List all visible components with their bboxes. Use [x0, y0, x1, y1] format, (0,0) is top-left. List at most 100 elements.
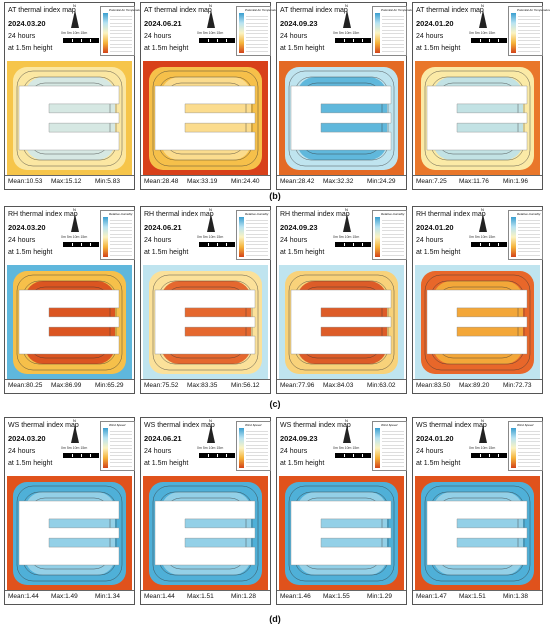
- panel-header: RH thermal index map 2024.09.23 24 hours at…: [277, 207, 407, 265]
- legend-tick-lines: [110, 13, 132, 53]
- legend-tick-lines: [246, 428, 268, 468]
- north-label: N: [345, 207, 348, 212]
- min-value: Min:1.38: [503, 593, 528, 600]
- stats-bar: Mean:7.25 Max:11.76 Min:1.96: [413, 175, 542, 189]
- map-title: WS thermal index map: [416, 422, 487, 429]
- min-value: Min:24.29: [367, 178, 396, 185]
- map-date: 2024.09.23: [280, 434, 318, 443]
- stats-bar: Mean:83.50 Max:89.20 Min:72.73: [413, 379, 542, 393]
- map-date: 2024.01.20: [416, 19, 454, 28]
- scale-label: 0m 5m 10m 15m: [333, 235, 360, 239]
- map-height: at 1.5m height: [416, 460, 461, 467]
- map-panel: AT thermal index map 2024.03.20 24 hours at…: [4, 2, 143, 190]
- legend-color-ramp: [511, 428, 516, 468]
- max-value: Max:1.55: [323, 593, 350, 600]
- legend-color-ramp: [103, 428, 108, 468]
- mean-value: Mean:1.47: [416, 593, 447, 600]
- map-date: 2024.03.20: [8, 434, 46, 443]
- north-arrow-icon: [207, 214, 215, 232]
- map-date: 2024.01.20: [416, 434, 454, 443]
- building-footprint: [290, 500, 392, 566]
- stats-bar: Mean:1.47 Max:1.51 Min:1.38: [413, 590, 542, 604]
- scale-bar: [471, 38, 507, 43]
- building-footprint: [154, 289, 256, 355]
- thermal-map: [143, 265, 268, 380]
- map-panel: WS thermal index map 2024.09.23 24 hours at…: [276, 417, 407, 605]
- stats-bar: Mean:28.48 Max:33.19 Min:24.40: [141, 175, 270, 189]
- map-height: at 1.5m height: [144, 45, 189, 52]
- panel-header: RH thermal index map 2024.01.20 24 hours at…: [413, 207, 543, 265]
- map-date: 2024.03.20: [8, 223, 46, 232]
- stats-bar: Mean:1.46 Max:1.55 Min:1.29: [277, 590, 406, 604]
- map-date: 2024.09.23: [280, 19, 318, 28]
- legend-color-ramp: [239, 217, 244, 257]
- mean-value: Mean:28.42: [280, 178, 315, 185]
- map-title: AT thermal index map: [280, 7, 348, 14]
- map-panel: WS thermal index map 2024.03.20 24 hours at…: [4, 417, 135, 605]
- min-value: Min:56.12: [231, 382, 260, 389]
- map-panel: AT thermal index map 2024.09.23 24 hours at…: [276, 2, 415, 190]
- map-height: at 1.5m height: [280, 249, 325, 256]
- legend-title: Relative Humidity: [381, 212, 405, 216]
- building-footprint: [154, 85, 256, 151]
- max-value: Max:89.20: [459, 382, 490, 389]
- min-value: Min:1.34: [95, 593, 120, 600]
- section-label: (d): [269, 614, 281, 624]
- stats-bar: Mean:77.96 Max:84.03 Min:63.02: [277, 379, 406, 393]
- max-value: Max:11.76: [459, 178, 489, 185]
- north-label: N: [209, 3, 212, 8]
- map-duration: 24 hours: [144, 33, 172, 40]
- map-duration: 24 hours: [280, 237, 308, 244]
- scale-label: 0m 5m 10m 15m: [197, 31, 224, 35]
- map-title: RH thermal index map: [144, 211, 214, 218]
- color-legend: Potential Air Temperature: [236, 6, 279, 56]
- map-height: at 1.5m height: [144, 249, 189, 256]
- map-panel: RH thermal index map 2024.01.20 24 hours at…: [412, 206, 543, 394]
- color-legend: Wind Speed: [372, 421, 407, 471]
- legend-color-ramp: [375, 13, 380, 53]
- map-panel: AT thermal index map 2024.01.20 24 hours at…: [412, 2, 550, 190]
- stats-bar: Mean:28.42 Max:32.32 Min:24.29: [277, 175, 406, 189]
- section-label: (c): [269, 399, 281, 409]
- map-date: 2024.09.23: [280, 223, 318, 232]
- contour-line: [16, 485, 123, 582]
- contour-line: [152, 274, 259, 371]
- map-title: WS thermal index map: [8, 422, 79, 429]
- scale-bar: [63, 453, 99, 458]
- thermal-map: [143, 61, 268, 176]
- legend-title: Potential Air Temperature: [109, 8, 143, 12]
- map-duration: 24 hours: [280, 33, 308, 40]
- max-value: Max:84.03: [323, 382, 354, 389]
- building-footprint: [154, 500, 256, 566]
- legend-title: Potential Air Temperature: [245, 8, 279, 12]
- map-duration: 24 hours: [416, 33, 444, 40]
- scale-bar: [199, 38, 235, 43]
- legend-tick-lines: [110, 217, 132, 257]
- building-footprint: [290, 289, 392, 355]
- mean-value: Mean:28.48: [144, 178, 179, 185]
- map-panel: RH thermal index map 2024.03.20 24 hours at…: [4, 206, 135, 394]
- north-label: N: [345, 3, 348, 8]
- map-height: at 1.5m height: [8, 249, 53, 256]
- building-footprint: [426, 289, 528, 355]
- legend-tick-lines: [246, 13, 268, 53]
- thermal-map: [279, 265, 404, 380]
- legend-title: Wind Speed: [517, 423, 534, 427]
- scale-bar: [199, 242, 235, 247]
- max-value: Max:1.49: [51, 593, 78, 600]
- panel-header: RH thermal index map 2024.06.21 24 hours at…: [141, 207, 271, 265]
- thermal-map: [415, 61, 540, 176]
- color-legend: Relative Humidity: [508, 210, 543, 260]
- contour-line: [424, 70, 531, 167]
- scale-label: 0m 5m 10m 15m: [197, 446, 224, 450]
- mean-value: Mean:1.44: [8, 593, 39, 600]
- map-title: RH thermal index map: [416, 211, 486, 218]
- max-value: Max:1.51: [187, 593, 214, 600]
- mean-value: Mean:10.53: [8, 178, 43, 185]
- north-arrow-icon: [207, 10, 215, 28]
- scale-label: 0m 5m 10m 15m: [333, 446, 360, 450]
- panel-header: AT thermal index map 2024.09.23 24 hours at…: [277, 3, 415, 61]
- max-value: Max:86.99: [51, 382, 82, 389]
- legend-tick-lines: [382, 217, 404, 257]
- min-value: Min:5.83: [95, 178, 120, 185]
